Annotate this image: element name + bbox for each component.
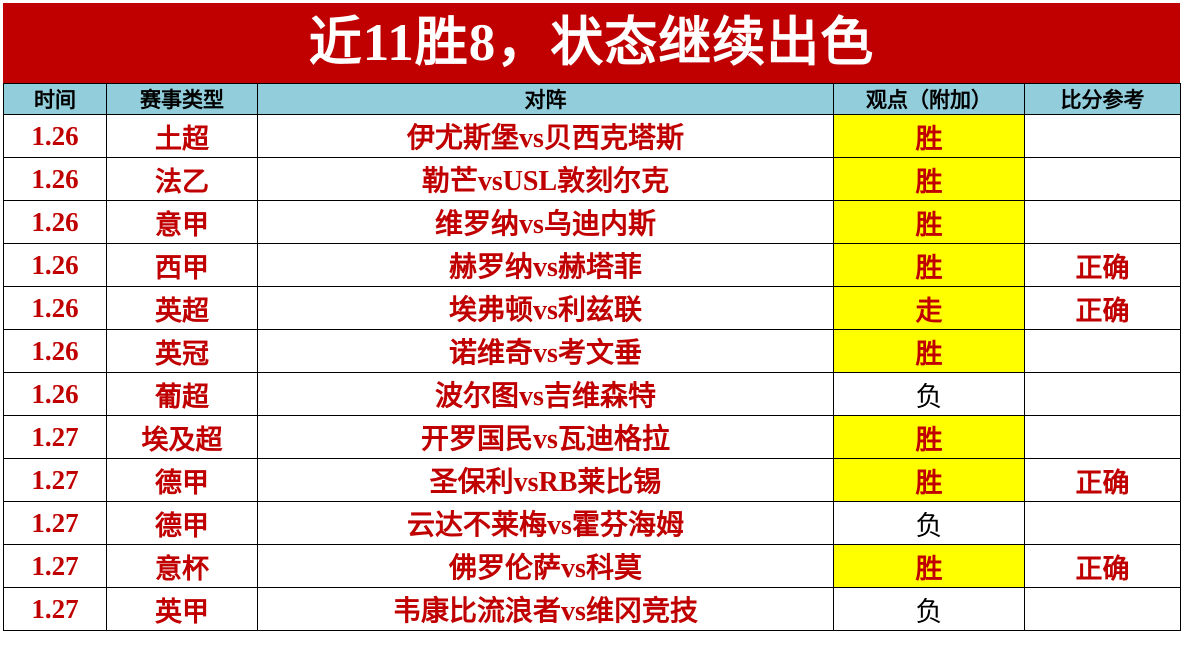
table-row: 1.27 德甲 云达不莱梅vs霍芬海姆负 (3, 501, 1181, 545)
cell-view: 胜 (833, 243, 1025, 287)
table-body: 1.26 土超 伊尤斯堡vs贝西克塔斯胜 1.26 法乙 勒芒vsUSL敦刻尔克胜 1.26… (3, 114, 1181, 631)
table-row: 1.26 英冠 诺维奇vs考文垂胜 (3, 329, 1181, 373)
cell-match: 埃弗顿vs利兹联 (257, 286, 834, 330)
cell-league: 土超 (106, 114, 258, 158)
cell-view: 负 (833, 372, 1025, 416)
cell-time: 1.26 (3, 114, 107, 158)
table-header-row: 时间 赛事类型 对阵 观点（附加） 比分参考 (3, 83, 1181, 115)
table-row: 1.27 意杯 佛罗伦萨vs科莫胜正确 (3, 544, 1181, 588)
table-row: 1.26 意甲 维罗纳vs乌迪内斯胜 (3, 200, 1181, 244)
column-header-view: 观点（附加） (833, 83, 1025, 115)
cell-time: 1.26 (3, 286, 107, 330)
cell-league: 西甲 (106, 243, 258, 287)
cell-match: 波尔图vs吉维森特 (257, 372, 834, 416)
cell-score: 正确 (1024, 286, 1181, 330)
cell-match: 伊尤斯堡vs贝西克塔斯 (257, 114, 834, 158)
cell-match: 勒芒vsUSL敦刻尔克 (257, 157, 834, 201)
cell-score (1024, 200, 1181, 244)
cell-league: 德甲 (106, 458, 258, 502)
column-header-score: 比分参考 (1024, 83, 1181, 115)
cell-time: 1.26 (3, 372, 107, 416)
table-row: 1.26 土超 伊尤斯堡vs贝西克塔斯胜 (3, 114, 1181, 158)
column-header-time: 时间 (3, 83, 107, 115)
cell-view: 负 (833, 587, 1025, 631)
cell-score: 正确 (1024, 458, 1181, 502)
cell-score (1024, 415, 1181, 459)
cell-time: 1.26 (3, 243, 107, 287)
cell-time: 1.26 (3, 200, 107, 244)
cell-match: 韦康比流浪者vs维冈竞技 (257, 587, 834, 631)
cell-time: 1.27 (3, 587, 107, 631)
table-row: 1.26 英超 埃弗顿vs利兹联走正确 (3, 286, 1181, 330)
cell-view: 负 (833, 501, 1025, 545)
table-header: 时间 赛事类型 对阵 观点（附加） 比分参考 (3, 83, 1181, 115)
table-row: 1.26 法乙 勒芒vsUSL敦刻尔克胜 (3, 157, 1181, 201)
cell-time: 1.27 (3, 458, 107, 502)
cell-time: 1.27 (3, 544, 107, 588)
cell-match: 诺维奇vs考文垂 (257, 329, 834, 373)
table-row: 1.26 葡超 波尔图vs吉维森特负 (3, 372, 1181, 416)
cell-view: 走 (833, 286, 1025, 330)
cell-score: 正确 (1024, 544, 1181, 588)
cell-time: 1.26 (3, 329, 107, 373)
cell-time: 1.26 (3, 157, 107, 201)
predictions-table: 时间 赛事类型 对阵 观点（附加） 比分参考 1.26 土超 伊尤斯堡vs贝西克塔斯… (3, 83, 1181, 631)
cell-league: 葡超 (106, 372, 258, 416)
cell-league: 英甲 (106, 587, 258, 631)
cell-league: 意杯 (106, 544, 258, 588)
table-row: 1.26 西甲 赫罗纳vs赫塔菲胜正确 (3, 243, 1181, 287)
column-header-match: 对阵 (257, 83, 834, 115)
cell-match: 赫罗纳vs赫塔菲 (257, 243, 834, 287)
cell-match: 维罗纳vs乌迪内斯 (257, 200, 834, 244)
cell-score (1024, 501, 1181, 545)
cell-match: 佛罗伦萨vs科莫 (257, 544, 834, 588)
cell-league: 法乙 (106, 157, 258, 201)
cell-league: 英超 (106, 286, 258, 330)
cell-score (1024, 372, 1181, 416)
cell-view: 胜 (833, 200, 1025, 244)
cell-view: 胜 (833, 157, 1025, 201)
cell-match: 开罗国民vs瓦迪格拉 (257, 415, 834, 459)
cell-view: 胜 (833, 544, 1025, 588)
cell-score (1024, 329, 1181, 373)
cell-view: 胜 (833, 329, 1025, 373)
cell-score (1024, 587, 1181, 631)
column-header-league: 赛事类型 (106, 83, 258, 115)
cell-match: 圣保利vsRB莱比锡 (257, 458, 834, 502)
cell-score: 正确 (1024, 243, 1181, 287)
cell-time: 1.27 (3, 415, 107, 459)
cell-view: 胜 (833, 415, 1025, 459)
table-row: 1.27 德甲 圣保利vsRB莱比锡胜正确 (3, 458, 1181, 502)
cell-view: 胜 (833, 114, 1025, 158)
cell-league: 埃及超 (106, 415, 258, 459)
page-title: 近11胜8，状态继续出色 (308, 13, 875, 72)
cell-league: 德甲 (106, 501, 258, 545)
cell-league: 英冠 (106, 329, 258, 373)
table-row: 1.27 英甲 韦康比流浪者vs维冈竞技负 (3, 587, 1181, 631)
cell-match: 云达不莱梅vs霍芬海姆 (257, 501, 834, 545)
cell-score (1024, 157, 1181, 201)
cell-score (1024, 114, 1181, 158)
cell-time: 1.27 (3, 501, 107, 545)
cell-league: 意甲 (106, 200, 258, 244)
banner: 近11胜8，状态继续出色 (3, 3, 1180, 83)
cell-view: 胜 (833, 458, 1025, 502)
table-row: 1.27 埃及超 开罗国民vs瓦迪格拉胜 (3, 415, 1181, 459)
